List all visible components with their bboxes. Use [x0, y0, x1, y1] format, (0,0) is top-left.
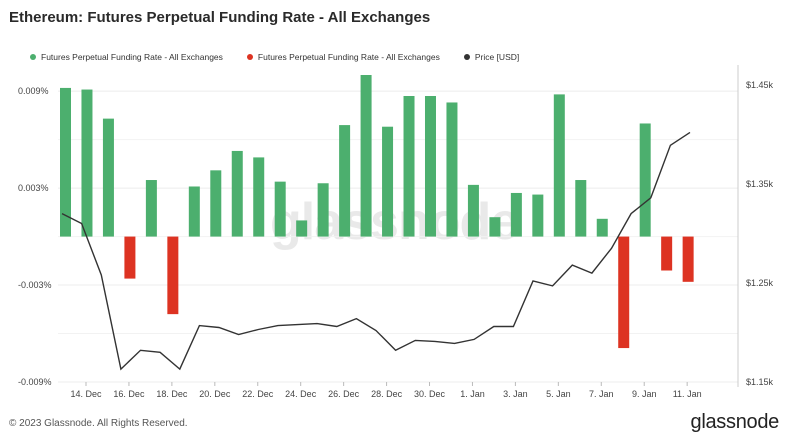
- legend-label: Futures Perpetual Funding Rate - All Exc…: [41, 52, 223, 62]
- price-line: [61, 131, 691, 371]
- x-tick-label: 7. Jan: [589, 389, 614, 399]
- y-right-tick-label: $1.35k: [746, 179, 774, 189]
- funding-rate-bar: [575, 180, 587, 237]
- funding-rate-bar: [446, 102, 458, 237]
- legend-label: Price [USD]: [474, 52, 520, 62]
- y-right-tick-label: $1.25k: [746, 278, 774, 288]
- funding-rate-bar: [188, 186, 200, 237]
- legend-dot-black: [463, 54, 470, 60]
- funding-rate-bar: [639, 123, 651, 237]
- x-tick-label: 18. Dec: [156, 389, 188, 399]
- funding-rate-bar: [382, 126, 394, 237]
- funding-rate-bar: [60, 87, 71, 237]
- legend: Futures Perpetual Funding Rate - All Exc…: [30, 52, 519, 62]
- funding-rate-bar: [253, 157, 265, 237]
- x-tick-label: 30. Dec: [414, 389, 446, 399]
- funding-rate-bar: [532, 194, 544, 237]
- funding-rate-bar: [317, 183, 329, 237]
- funding-rate-bar: [81, 89, 93, 237]
- funding-rate-bar: [403, 96, 415, 237]
- funding-rate-bar: [596, 218, 608, 237]
- funding-rate-bar: [339, 125, 351, 237]
- y-right-tick-label: $1.45k: [746, 80, 774, 90]
- funding-rate-bar: [102, 118, 114, 237]
- funding-rate-bar: [467, 184, 479, 237]
- x-tick-label: 16. Dec: [113, 389, 145, 399]
- y-left-tick-label: 0.003%: [18, 183, 49, 193]
- funding-rate-bar: [510, 192, 522, 237]
- x-tick-label: 22. Dec: [242, 389, 274, 399]
- funding-rate-bar: [231, 150, 243, 237]
- x-tick-label: 5. Jan: [546, 389, 571, 399]
- y-left-tick-label: 0.009%: [18, 86, 49, 96]
- x-tick-label: 9. Jan: [632, 389, 657, 399]
- x-tick-label: 3. Jan: [503, 389, 528, 399]
- funding-rate-bar: [167, 236, 179, 315]
- x-tick-label: 1. Jan: [460, 389, 485, 399]
- legend-item-funding-negative[interactable]: Futures Perpetual Funding Rate - All Exc…: [246, 52, 440, 62]
- y-left-tick-label: -0.009%: [18, 377, 52, 387]
- funding-rate-bar: [274, 181, 286, 237]
- legend-item-price[interactable]: Price [USD]: [463, 52, 520, 62]
- legend-dot-red: [246, 54, 253, 60]
- funding-rate-bar: [661, 236, 673, 271]
- x-tick-label: 28. Dec: [371, 389, 403, 399]
- y-left-tick-label: -0.003%: [18, 280, 52, 290]
- y-right-tick-label: $1.15k: [746, 377, 774, 387]
- funding-rate-bar: [296, 220, 308, 237]
- x-tick-label: 11. Jan: [673, 389, 702, 399]
- funding-rate-bar: [424, 96, 436, 237]
- funding-rate-bar: [682, 236, 694, 282]
- funding-rate-bar: [489, 217, 501, 237]
- x-tick-label: 24. Dec: [285, 389, 317, 399]
- legend-item-funding-positive[interactable]: Futures Perpetual Funding Rate - All Exc…: [30, 52, 223, 62]
- footer-copyright: © 2023 Glassnode. All Rights Reserved.: [9, 418, 188, 429]
- x-tick-label: 14. Dec: [70, 389, 102, 399]
- funding-rate-bar: [124, 236, 136, 279]
- funding-rate-bar: [553, 94, 565, 237]
- x-tick-label: 20. Dec: [199, 389, 231, 399]
- funding-rate-bar: [145, 180, 157, 237]
- chart-title: Ethereum: Futures Perpetual Funding Rate…: [9, 9, 431, 26]
- funding-rate-bar: [210, 170, 222, 237]
- x-tick-label: 26. Dec: [328, 389, 360, 399]
- legend-label: Futures Perpetual Funding Rate - All Exc…: [257, 52, 440, 62]
- funding-rate-bar: [360, 75, 372, 237]
- legend-dot-green: [30, 54, 36, 60]
- funding-rate-bar: [618, 236, 630, 349]
- footer-brand-logo: glassnode: [690, 411, 780, 433]
